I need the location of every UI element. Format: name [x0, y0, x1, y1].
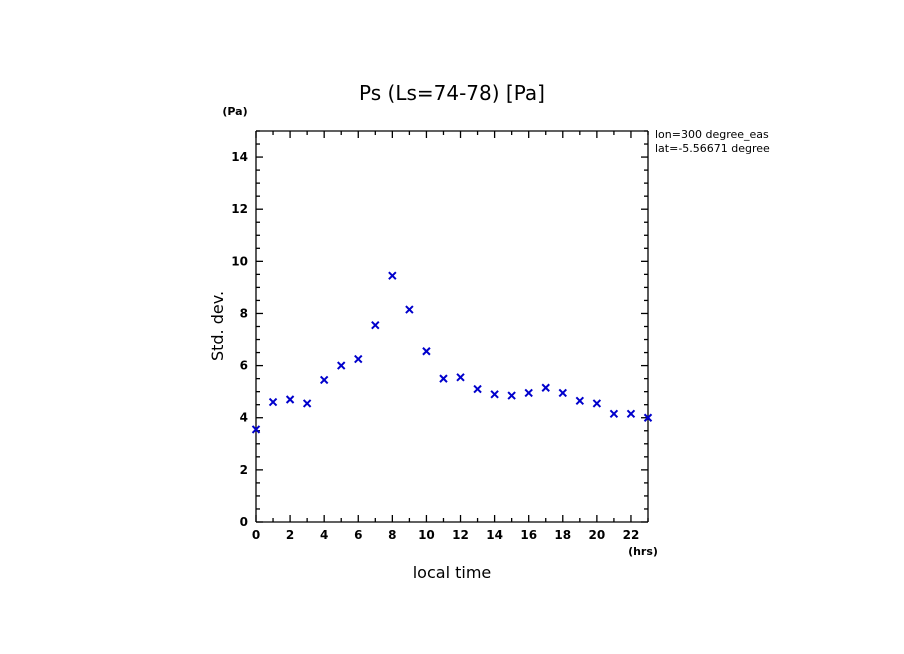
x-tick-label: 0 [252, 528, 260, 542]
data-point [524, 388, 533, 398]
data-point [337, 361, 346, 370]
plot-frame [255, 130, 649, 523]
data-point [251, 425, 261, 434]
y-tick-label: 6 [240, 359, 248, 373]
x-tick-label: 4 [320, 528, 328, 542]
data-point [302, 399, 312, 408]
y-tick-label: 12 [231, 202, 248, 216]
y-axis-label: Std. dev. [208, 291, 227, 361]
data-point [490, 390, 499, 399]
y-tick-label: 8 [240, 306, 248, 320]
x-tick-label: 6 [354, 528, 362, 542]
data-point [354, 354, 363, 364]
data-point [456, 373, 465, 382]
x-tick-label: 14 [486, 528, 503, 542]
data-point [643, 413, 653, 422]
data-point [405, 305, 414, 314]
data-point [473, 384, 482, 394]
data-point [422, 347, 431, 356]
data-point [388, 271, 397, 280]
x-axis-unit: (hrs) [628, 545, 658, 558]
x-tick-label: 2 [286, 528, 294, 542]
x-axis-label: local time [413, 563, 492, 582]
y-tick-label: 14 [231, 150, 248, 164]
data-point [507, 391, 516, 400]
data-point [592, 399, 602, 408]
x-tick-label: 18 [554, 528, 571, 542]
x-tick-label: 16 [520, 528, 537, 542]
x-tick-label: 20 [589, 528, 606, 542]
axis-ticks [255, 130, 649, 523]
y-tick-label: 0 [240, 515, 248, 529]
x-tick-label: 22 [623, 528, 640, 542]
x-tick-label: 12 [452, 528, 469, 542]
y-tick-label: 4 [240, 411, 248, 425]
data-point [609, 409, 619, 419]
tick-labels: 0 2 4 6 8 10 12 14 16 18 20 22 0 2 4 6 8 10 12 14 [231, 150, 639, 542]
data-point [371, 320, 380, 330]
data-points [251, 271, 653, 434]
data-point [626, 409, 636, 419]
annotation-lon: lon=300 degree_eas [655, 128, 769, 141]
annotation-lat: lat=-5.56671 degree [655, 142, 770, 155]
data-point [268, 397, 278, 407]
data-point [439, 374, 448, 383]
y-tick-label: 10 [231, 254, 248, 268]
data-point [558, 388, 567, 398]
x-tick-label: 8 [388, 528, 396, 542]
data-point [575, 396, 585, 405]
y-tick-label: 2 [240, 463, 248, 477]
data-point [319, 375, 329, 385]
data-point [285, 395, 295, 404]
data-point [541, 383, 550, 392]
y-axis-unit: (Pa) [222, 105, 247, 118]
chart-title: Ps (Ls=74-78) [Pa] [359, 81, 545, 105]
x-tick-label: 10 [418, 528, 435, 542]
